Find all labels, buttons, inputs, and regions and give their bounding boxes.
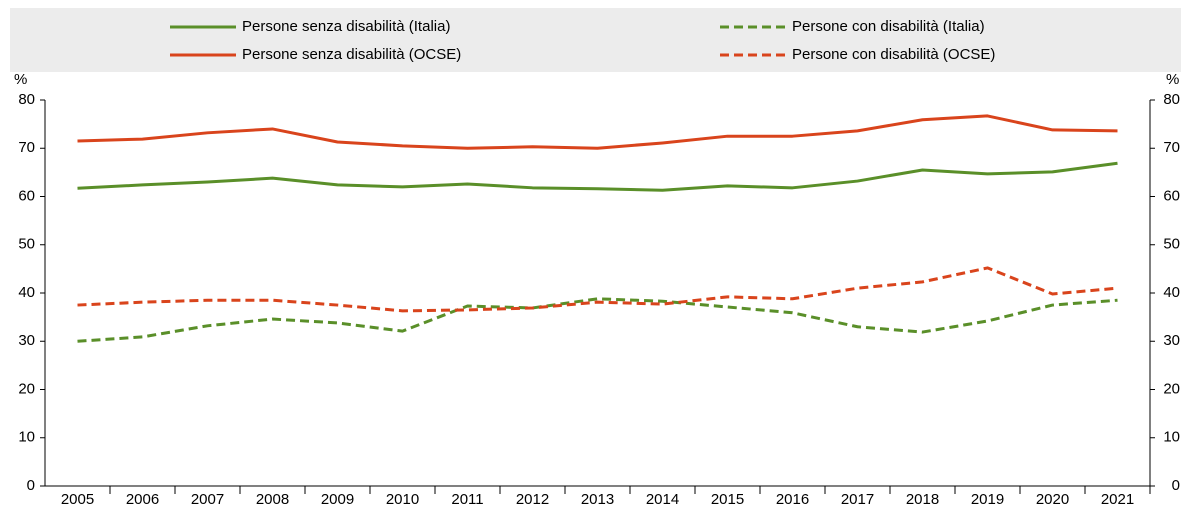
- y2-tick-label: 10: [1163, 429, 1180, 446]
- x-tick-label: 2017: [841, 491, 874, 508]
- x-tick-label: 2012: [516, 491, 549, 508]
- legend-label: Persone con disabilità (OCSE): [792, 46, 995, 63]
- series-line: [77, 161, 1118, 192]
- y2-tick-label: 50: [1163, 236, 1180, 253]
- x-tick-label: 2009: [321, 491, 354, 508]
- y-tick-label: 30: [18, 332, 35, 349]
- series-line: [77, 297, 1118, 343]
- legend-label: Persone con disabilità (Italia): [792, 18, 985, 35]
- y2-tick-label: 70: [1163, 139, 1180, 156]
- x-tick-label: 2011: [451, 491, 483, 508]
- x-tick-label: 2007: [191, 491, 224, 508]
- series-line: [77, 266, 1118, 313]
- y-axis-label: %: [14, 71, 27, 88]
- x-tick-label: 2008: [256, 491, 289, 508]
- x-tick-label: 2021: [1101, 491, 1134, 508]
- series-line: [77, 114, 1118, 150]
- y-tick-label: 70: [18, 139, 35, 156]
- y2-tick-label: 60: [1163, 187, 1180, 204]
- legend-label: Persone senza disabilità (OCSE): [242, 46, 461, 63]
- x-tick-label: 2019: [971, 491, 1004, 508]
- y-tick-label: 0: [27, 477, 35, 494]
- y2-tick-label: 40: [1163, 284, 1180, 301]
- x-tick-label: 2015: [711, 491, 744, 508]
- x-tick-label: 2020: [1036, 491, 1069, 508]
- x-tick-label: 2010: [386, 491, 419, 508]
- y-tick-label: 20: [18, 380, 35, 397]
- y-tick-label: 60: [18, 187, 35, 204]
- y2-tick-label: 20: [1163, 380, 1180, 397]
- y2-tick-label: 0: [1172, 477, 1180, 494]
- legend-label: Persone senza disabilità (Italia): [242, 18, 450, 35]
- x-tick-label: 2014: [646, 491, 679, 508]
- y-tick-label: 10: [18, 429, 35, 446]
- x-tick-label: 2013: [581, 491, 614, 508]
- y2-tick-label: 80: [1163, 91, 1180, 108]
- y2-axis-label: %: [1166, 71, 1179, 88]
- y-tick-label: 40: [18, 284, 35, 301]
- x-tick-label: 2005: [61, 491, 94, 508]
- x-tick-label: 2016: [776, 491, 809, 508]
- x-tick-label: 2018: [906, 491, 939, 508]
- x-tick-label: 2006: [126, 491, 159, 508]
- legend-background: [10, 8, 1181, 72]
- y-tick-label: 50: [18, 236, 35, 253]
- y2-tick-label: 30: [1163, 332, 1180, 349]
- y-tick-label: 80: [18, 91, 35, 108]
